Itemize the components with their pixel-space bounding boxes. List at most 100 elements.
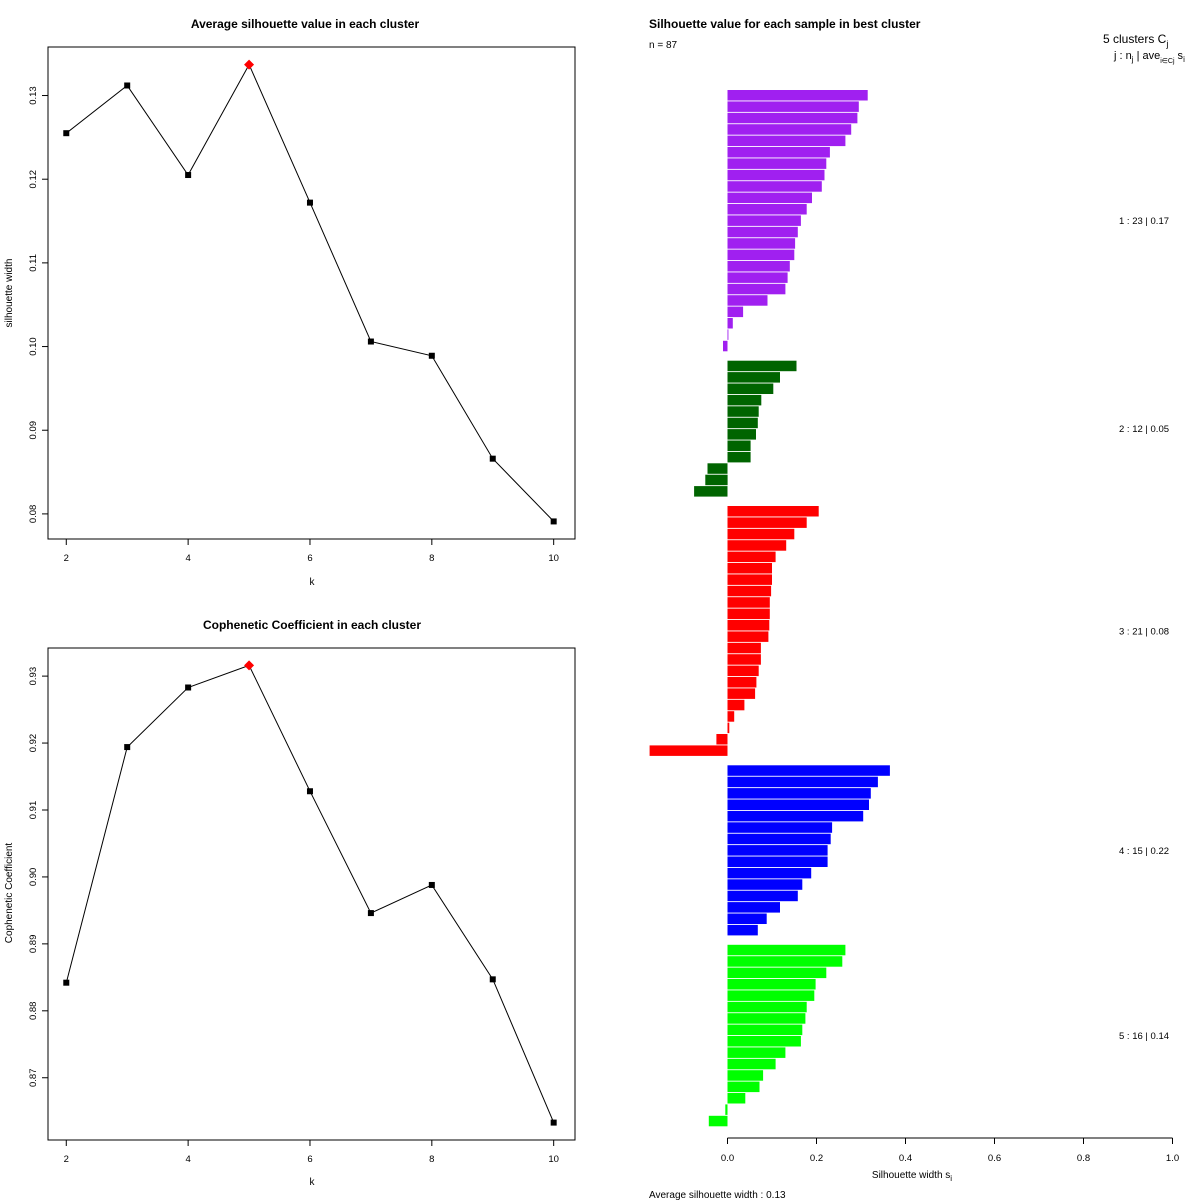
cophenetic-title: Cophenetic Coefficient in each cluster (203, 618, 421, 632)
silhouette-bar (727, 551, 776, 563)
cophenetic-x-tick-label: 6 (307, 1154, 312, 1165)
avg-silhouette-panel: Average silhouette value in each cluster… (4, 17, 576, 588)
avg-silhouette-x-tick-label: 6 (307, 553, 312, 564)
silhouette-bar (727, 1058, 776, 1070)
silhouette-bar (727, 913, 767, 924)
silhouette-bar (727, 1081, 760, 1093)
silhouette-bar (727, 711, 735, 722)
silhouette-bar (707, 463, 728, 474)
silhouette-title: Silhouette value for each sample in best… (649, 17, 921, 31)
avg-silhouette-point (124, 82, 131, 89)
silhouette-bar (727, 822, 833, 833)
silhouette-bar (727, 261, 790, 272)
legend-subheader-s: s (1175, 50, 1184, 62)
silhouette-x-axis: 0.0 0.2 0.4 0.6 0.8 1.0 (721, 1137, 1179, 1164)
legend-header: 5 clusters Cj j : nj | avei∈Cj si (1103, 32, 1185, 65)
silhouette-bar (727, 306, 744, 318)
silhouette-bar (727, 788, 871, 799)
avg-silhouette-point (63, 130, 70, 137)
svg-text:5 clusters Cj: 5 clusters Cj (1103, 32, 1168, 49)
cophenetic-x-tick-label: 2 (64, 1154, 69, 1165)
cophenetic-y-tick-label: 0.92 (28, 734, 39, 753)
silhouette-bar (727, 112, 858, 124)
svg-text:j : nj | avei∈Cj si: j : nj | avei∈Cj si (1113, 50, 1185, 65)
silhouette-bar (727, 249, 795, 261)
cophenetic-x-tick-label: 10 (548, 1154, 559, 1165)
silhouette-bar (727, 360, 797, 372)
silhouette-bar (727, 204, 807, 215)
avg-silhouette-plot-frame (47, 46, 576, 540)
silhouette-bar (727, 318, 733, 329)
legend-subheader-sub-i: i (1183, 55, 1185, 64)
cluster-2-label: 2 : 12 | 0.05 (1119, 424, 1169, 435)
silhouette-bars (649, 90, 890, 1127)
silhouette-bar (727, 833, 831, 845)
avg-silhouette-point (367, 338, 374, 345)
silhouette-bar (727, 283, 786, 295)
cophenetic-y-tick-label: 0.93 (28, 667, 39, 686)
silhouette-bar (727, 192, 812, 204)
cluster-5-label: 5 : 16 | 0.14 (1119, 1031, 1169, 1042)
silhouette-bar (727, 181, 822, 192)
cophenetic-point (63, 979, 70, 986)
avg-silhouette-point (550, 518, 557, 525)
silhouette-bar (649, 745, 728, 756)
silhouette-bar (727, 169, 825, 181)
silhouette-xlabel: Silhouette width si (872, 1170, 952, 1183)
silhouette-bar (727, 574, 772, 585)
silhouette-bar (727, 810, 864, 822)
cophenetic-y-tick-label: 0.87 (28, 1068, 39, 1087)
cluster-4-label: 4 : 15 | 0.22 (1119, 846, 1169, 857)
silhouette-bar (727, 101, 859, 112)
silhouette-bar (727, 990, 815, 1001)
cophenetic-panel: Cophenetic Coefficient in each cluster 2… (4, 618, 576, 1188)
cophenetic-y-tick-label: 0.88 (28, 1002, 39, 1021)
avg-silhouette-y-tick-label: 0.08 (28, 505, 39, 524)
avg-silhouette-x-tick-label: 2 (64, 553, 69, 564)
silhouette-x-tick-label: 1.0 (1166, 1153, 1179, 1164)
average-silhouette-width: Average silhouette width : 0.13 (649, 1190, 786, 1200)
cophenetic-point (367, 910, 374, 917)
silhouette-bar (727, 620, 770, 631)
silhouette-bar (708, 1115, 728, 1127)
avg-silhouette-y-tick-label: 0.13 (28, 86, 39, 105)
avg-silhouette-x-tick-label: 8 (429, 553, 434, 564)
silhouette-bar (727, 944, 846, 956)
silhouette-bar (727, 924, 758, 936)
silhouette-bar (727, 776, 878, 788)
legend-subheader-sub-j: j (1131, 55, 1134, 64)
silhouette-bar (727, 372, 780, 383)
silhouette-bar (727, 879, 803, 890)
silhouette-bar (727, 90, 868, 101)
silhouette-bar (727, 1093, 746, 1104)
avg-silhouette-y-tick-label: 0.11 (28, 254, 39, 272)
silhouette-bar (727, 135, 846, 147)
silhouette-bar (727, 799, 869, 810)
avg-silhouette-y-tick-label: 0.10 (28, 337, 39, 356)
avg-silhouette-y-axis: 0.08 0.09 0.10 0.11 0.12 0.13 (28, 86, 48, 523)
cophenetic-point (185, 684, 192, 691)
silhouette-xlabel-text: Silhouette width s (872, 1170, 950, 1181)
silhouette-bar (727, 956, 843, 967)
avg-silhouette-x-tick-label: 4 (185, 553, 190, 564)
legend-header-text: 5 clusters C (1103, 32, 1167, 46)
silhouette-bar (727, 1036, 801, 1047)
silhouette-bar (727, 765, 890, 776)
cophenetic-point (306, 788, 313, 795)
silhouette-xlabel-sub: i (950, 1174, 952, 1183)
silhouette-bar (727, 867, 812, 879)
silhouette-bar (727, 967, 827, 979)
cophenetic-y-tick-label: 0.89 (28, 935, 39, 954)
avg-silhouette-ylabel: silhouette width (4, 259, 15, 328)
avg-silhouette-x-tick-label: 10 (548, 553, 559, 564)
silhouette-bar (694, 486, 728, 497)
silhouette-bar (727, 295, 768, 306)
silhouette-bar (727, 665, 759, 677)
cophenetic-x-tick-label: 8 (429, 1154, 434, 1165)
silhouette-bar (727, 329, 729, 340)
silhouette-x-tick-label: 0.2 (810, 1153, 823, 1164)
silhouette-bar (727, 429, 756, 440)
cophenetic-y-tick-label: 0.91 (28, 801, 39, 820)
avg-silhouette-title: Average silhouette value in each cluster (191, 17, 420, 31)
silhouette-bar (727, 979, 816, 990)
